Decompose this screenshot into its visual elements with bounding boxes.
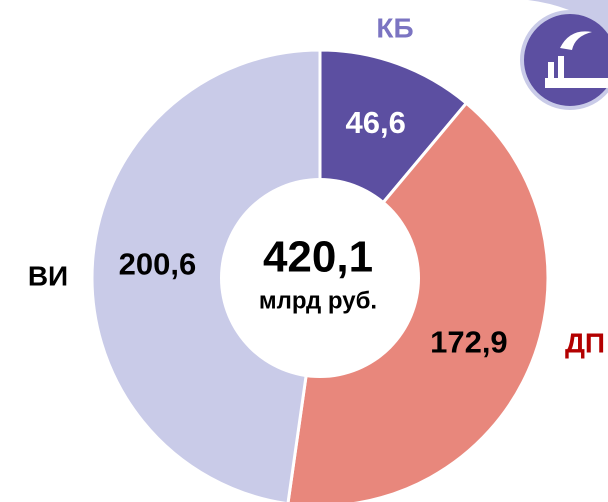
total-label: 420,1 [263,233,373,282]
category-label: ДП [565,327,605,358]
value-label: 46,6 [345,105,405,140]
donut-slice [286,101,550,502]
total-unit: млрд руб. [259,287,377,314]
donut-slice [90,48,322,502]
category-label: ВИ [28,260,68,291]
labels: 46,6 КБ 172,9 ДП 200,6 ВИ 420,1 млрд руб. [28,12,605,378]
factory-icon [520,10,608,110]
category-label: КБ [376,12,413,43]
value-label: 172,9 [430,325,508,360]
center-hole [220,178,420,378]
factory-icon-glyph [545,31,608,88]
value-label: 200,6 [119,247,197,282]
icon-decoration [528,0,608,30]
